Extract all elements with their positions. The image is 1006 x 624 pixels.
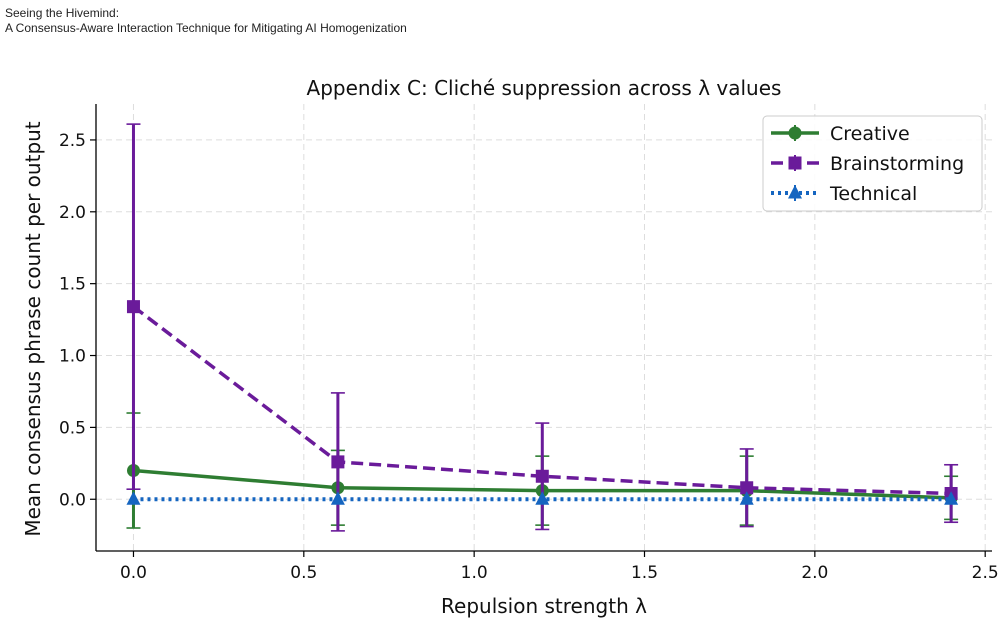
paper-title-line-1: Seeing the Hivemind: bbox=[5, 6, 120, 20]
legend: Creative Brainstorming Technical bbox=[762, 115, 983, 212]
paper-title-line-2: A Consensus-Aware Interaction Technique … bbox=[5, 21, 407, 35]
x-tick-label: 0.5 bbox=[290, 563, 317, 583]
legend-label: Creative bbox=[830, 123, 910, 145]
data-point bbox=[535, 491, 550, 505]
axes: 0.0 0.5 1.0 1.5 2.0 2.5 0.0 0.5 1.0 1.5 2.0 2.5 bbox=[59, 104, 999, 583]
y-tick-label: 1.0 bbox=[59, 347, 86, 367]
data-point bbox=[944, 491, 959, 505]
legend-label: Brainstorming bbox=[830, 153, 964, 175]
x-tick-label: 2.5 bbox=[972, 563, 999, 583]
y-tick-label: 2.0 bbox=[59, 203, 86, 223]
y-tick-label: 1.5 bbox=[59, 275, 86, 295]
data-point bbox=[535, 469, 549, 483]
y-tick-label: 0.0 bbox=[59, 490, 86, 510]
data-point bbox=[126, 491, 141, 505]
y-tick-label: 0.5 bbox=[59, 418, 86, 438]
x-tick-label: 1.0 bbox=[461, 563, 488, 583]
y-axis-label: Mean consensus phrase count per output bbox=[21, 121, 45, 536]
data-point bbox=[739, 491, 754, 505]
x-axis-label: Repulsion strength λ bbox=[441, 594, 647, 618]
document-header: Seeing the Hivemind: A Consensus-Aware I… bbox=[5, 6, 407, 36]
x-tick-label: 1.5 bbox=[631, 563, 658, 583]
data-series bbox=[126, 123, 959, 532]
series-technical bbox=[126, 491, 959, 505]
data-point bbox=[330, 491, 345, 505]
x-tick-label: 2.0 bbox=[801, 563, 828, 583]
legend-frame bbox=[762, 115, 983, 212]
data-point bbox=[740, 481, 754, 495]
legend-marker bbox=[788, 126, 802, 140]
data-point bbox=[126, 300, 140, 314]
y-tick-label: 2.5 bbox=[59, 131, 86, 151]
x-tick-label: 0.0 bbox=[120, 563, 147, 583]
legend-label: Technical bbox=[829, 183, 917, 205]
legend-marker bbox=[788, 185, 802, 199]
legend-marker bbox=[788, 156, 802, 170]
chart-title: Appendix C: Cliché suppression across λ … bbox=[307, 76, 782, 100]
data-point bbox=[331, 455, 345, 469]
series-brainstorming bbox=[126, 123, 959, 532]
